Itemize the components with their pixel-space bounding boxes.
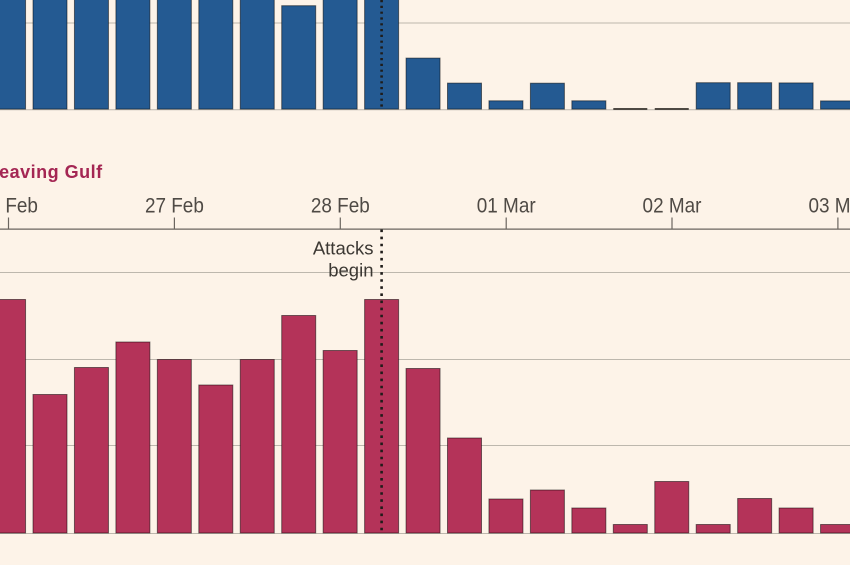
svg-text:begin: begin — [328, 260, 373, 281]
svg-text:27 Feb: 27 Feb — [145, 195, 204, 218]
svg-text:26 Feb: 26 Feb — [0, 195, 38, 218]
svg-text:Ships leaving Gulf: Ships leaving Gulf — [0, 162, 103, 182]
svg-text:28 Feb: 28 Feb — [311, 195, 370, 218]
svg-text:Attacks: Attacks — [313, 237, 374, 258]
svg-text:03 Mar: 03 Mar — [808, 195, 850, 218]
svg-text:02 Mar: 02 Mar — [643, 195, 702, 218]
svg-text:01 Mar: 01 Mar — [477, 195, 536, 218]
